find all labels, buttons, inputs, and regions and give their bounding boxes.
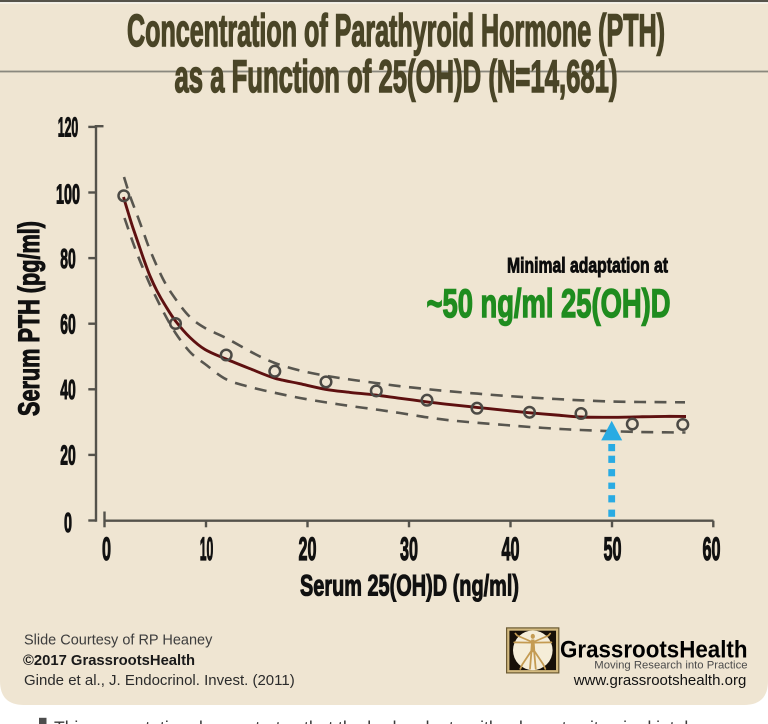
svg-text:40: 40 (502, 531, 520, 567)
svg-text:10: 10 (200, 531, 214, 567)
svg-text:120: 120 (58, 112, 79, 143)
svg-text:30: 30 (400, 531, 418, 567)
svg-text:Serum PTH (pg/ml): Serum PTH (pg/ml) (13, 221, 46, 416)
svg-text:Serum 25(OH)D (ng/ml): Serum 25(OH)D (ng/ml) (300, 570, 519, 603)
svg-text:20: 20 (299, 531, 317, 567)
svg-text:This presentation demonstrates: This presentation demonstrates that the … (54, 718, 703, 724)
svg-text:0: 0 (102, 531, 111, 567)
svg-text:~50 ng/ml 25(OH)D: ~50 ng/ml 25(OH)D (427, 282, 671, 326)
svg-text:40: 40 (60, 374, 76, 405)
svg-text:50: 50 (604, 531, 622, 567)
svg-text:60: 60 (60, 308, 76, 339)
svg-text:Slide Courtesy of RP Heaney: Slide Courtesy of RP Heaney (24, 633, 213, 649)
svg-text:Minimal adaptation at: Minimal adaptation at (507, 254, 668, 278)
svg-text:www.grassrootshealth.org: www.grassrootshealth.org (573, 672, 747, 689)
svg-text:20: 20 (60, 440, 76, 471)
svg-text:100: 100 (56, 179, 80, 210)
svg-text:0: 0 (64, 507, 72, 538)
svg-text:©2017 GrassrootsHealth: ©2017 GrassrootsHealth (23, 653, 195, 669)
svg-text:as a Function of 25(OH)D (N=14: as a Function of 25(OH)D (N=14,681) (175, 51, 618, 102)
svg-text:80: 80 (60, 243, 76, 274)
svg-text:Moving Research into Practice: Moving Research into Practice (594, 659, 747, 671)
svg-text:60: 60 (703, 531, 721, 567)
svg-text:GrassrootsHealth: GrassrootsHealth (560, 637, 748, 664)
svg-text:Concentration of Parathyroid H: Concentration of Parathyroid Hormone (PT… (127, 5, 665, 56)
svg-text:Ginde et al., J. Endocrinol. I: Ginde et al., J. Endocrinol. Invest. (20… (24, 672, 295, 689)
